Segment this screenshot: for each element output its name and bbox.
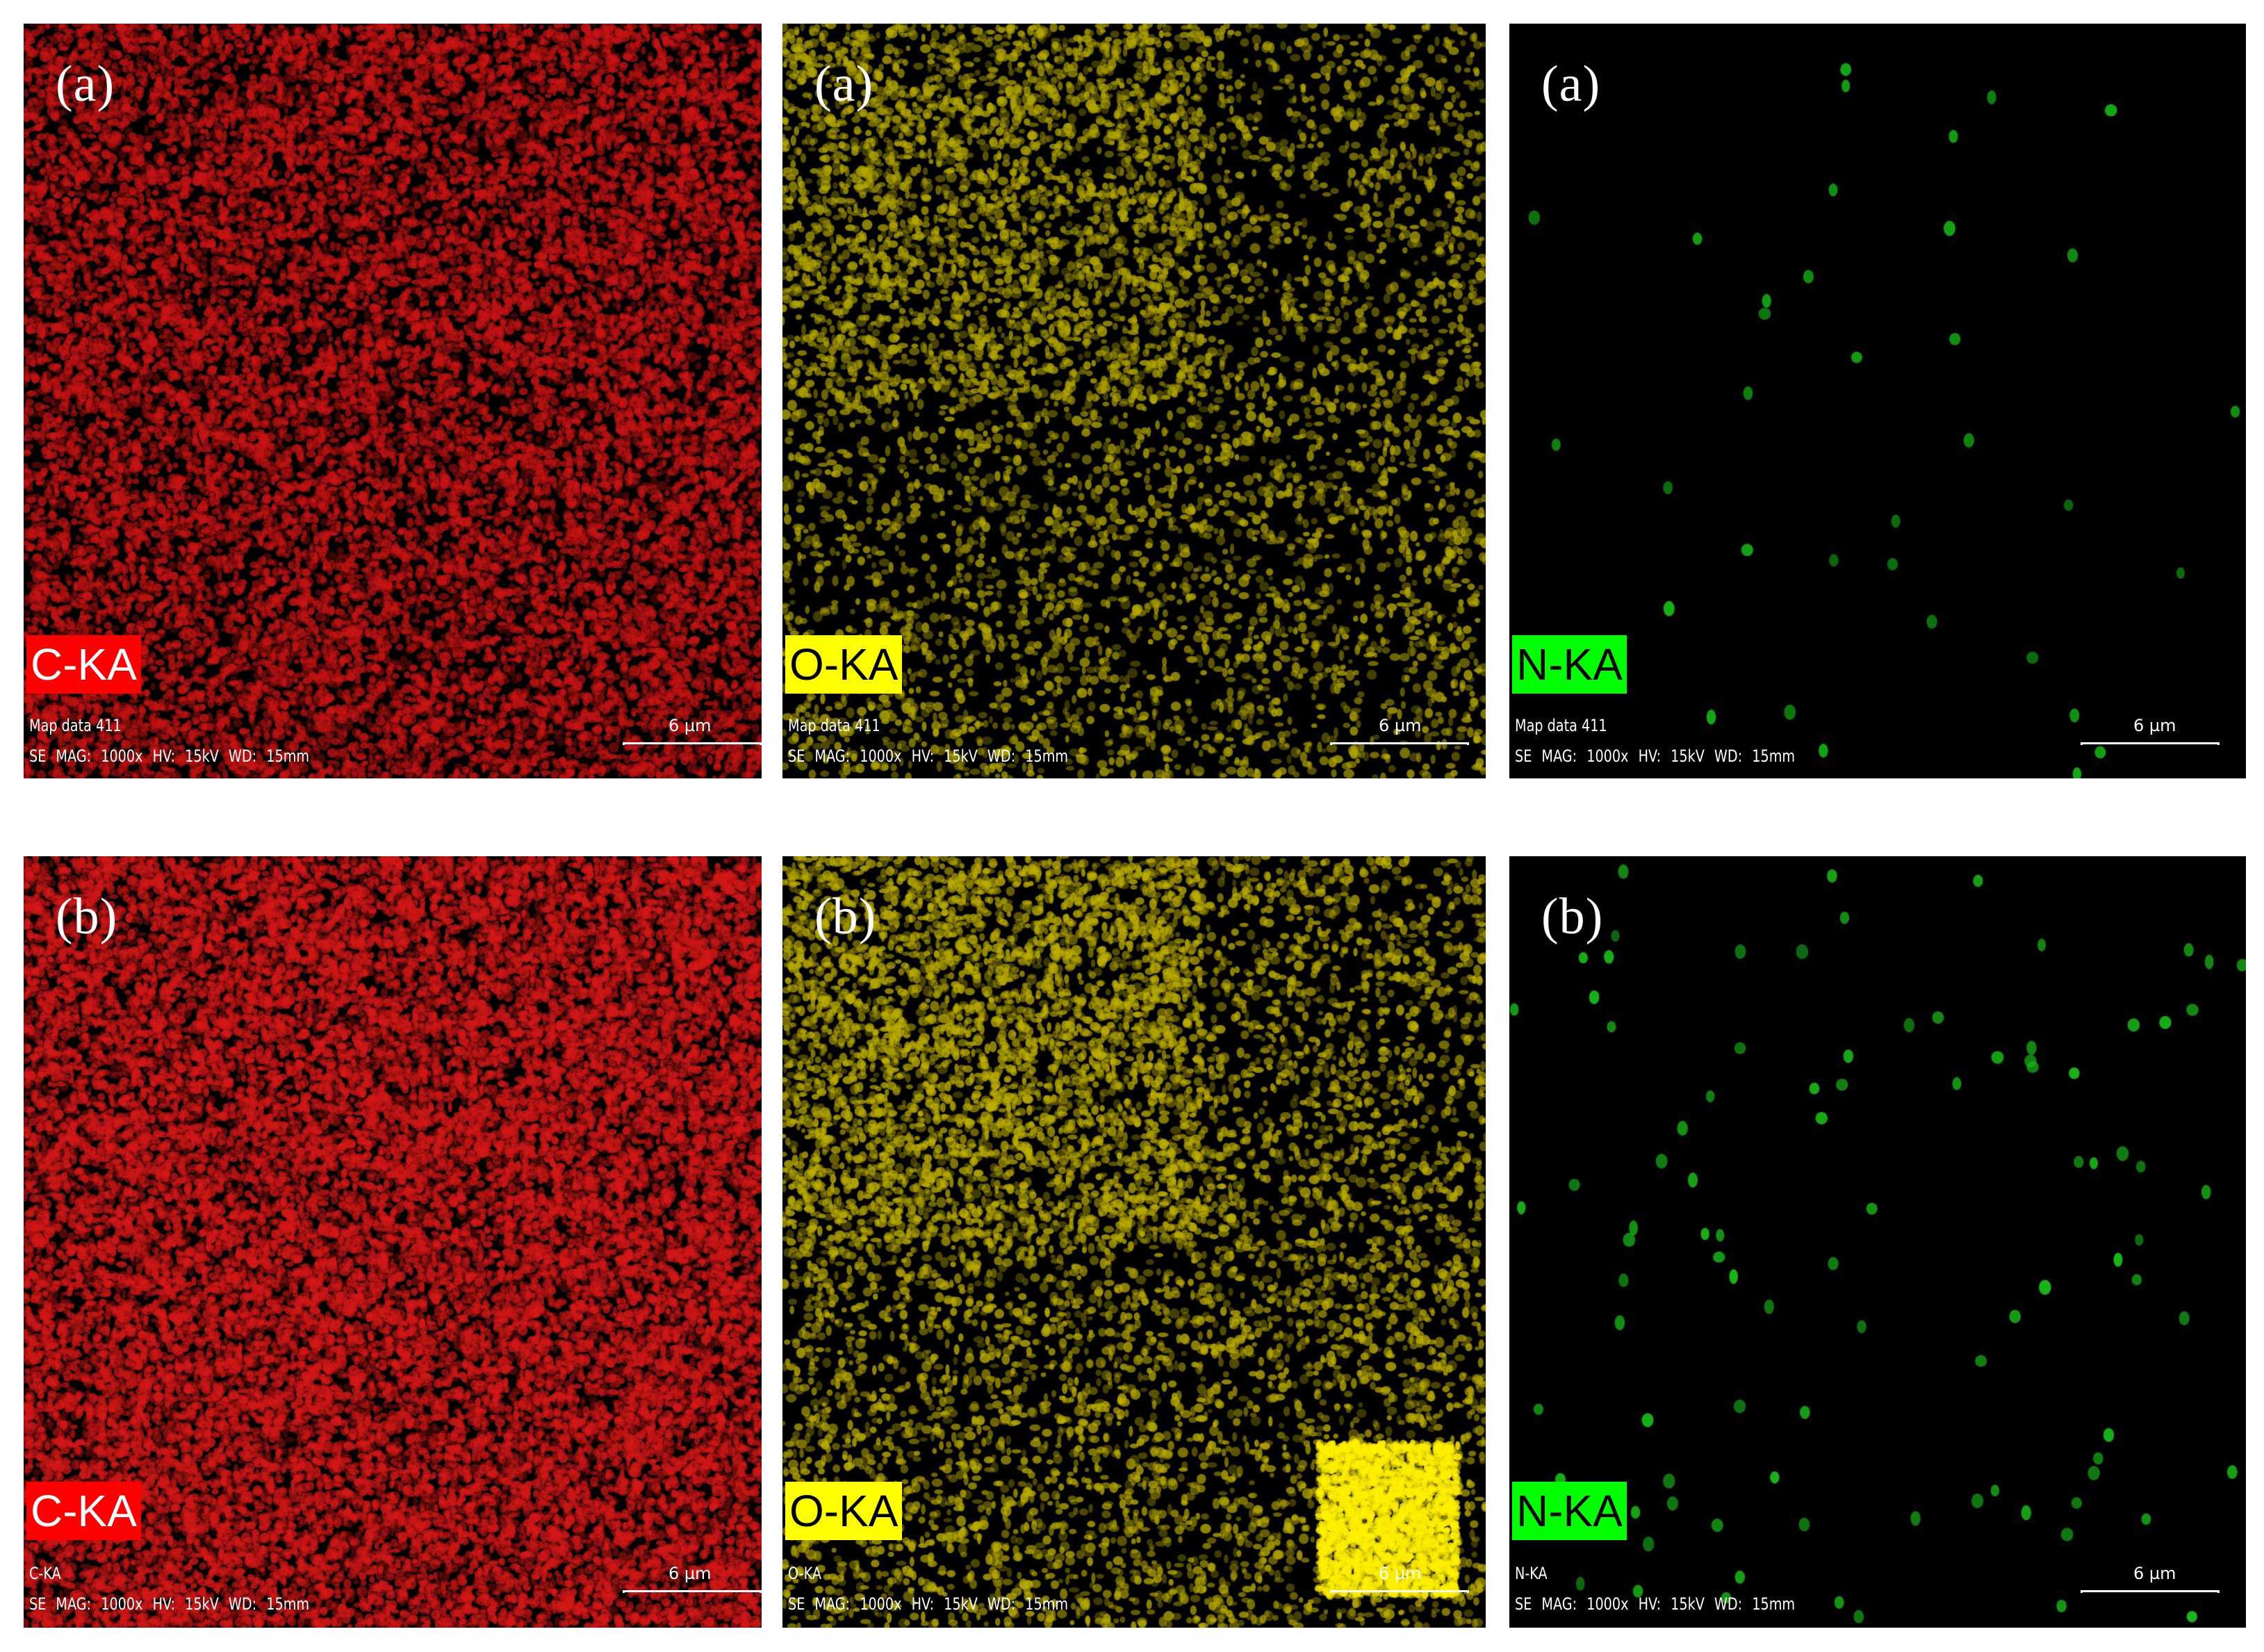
map-data-label: Map data 411: [1515, 716, 1607, 735]
scale-label: 6 µm: [668, 716, 712, 735]
eds-map-a-nitrogen: (a) N-KA Map data 411 SE MAG: 1000x HV: …: [1509, 24, 2246, 778]
element-tag: C-KA: [26, 635, 141, 694]
scale-label: 6 µm: [668, 1564, 712, 1583]
eds-map-b-nitrogen: (b) N-KA N-KA SE MAG: 1000x HV: 15kV WD:…: [1509, 856, 2246, 1628]
panel-label: (b): [56, 888, 118, 945]
scale-bar: [1330, 742, 1469, 745]
acquisition-info: SE MAG: 1000x HV: 15kV WD: 15mm: [788, 1594, 1069, 1614]
eds-map-b-oxygen: (b) O-KA O-KA SE MAG: 1000x HV: 15kV WD:…: [782, 856, 1486, 1628]
scale-bar: [1330, 1590, 1469, 1593]
acquisition-info: SE MAG: 1000x HV: 15kV WD: 15mm: [29, 1594, 310, 1614]
eds-map-a-oxygen: (a) O-KA Map data 411 SE MAG: 1000x HV: …: [782, 24, 1486, 778]
element-tag: O-KA: [785, 635, 903, 694]
scale-bar: [623, 1590, 762, 1593]
element-tag: N-KA: [1512, 1482, 1627, 1540]
eds-map-a-carbon: (a) C-KA Map data 411 SE MAG: 1000x HV: …: [24, 24, 762, 778]
panel-label: (a): [1541, 56, 1601, 113]
map-data-label: Map data 411: [788, 716, 880, 735]
map-data-label: N-KA: [1515, 1564, 1548, 1583]
panel-label: (a): [814, 56, 874, 113]
scale-bar: [623, 742, 762, 745]
panel-label: (a): [56, 56, 115, 113]
element-tag: N-KA: [1512, 635, 1627, 694]
scale-label: 6 µm: [2133, 716, 2176, 735]
element-tag: C-KA: [26, 1482, 141, 1540]
element-tag: O-KA: [785, 1482, 903, 1540]
scale-label: 6 µm: [1379, 1564, 1422, 1583]
scale-label: 6 µm: [2133, 1564, 2176, 1583]
scale-bar: [2081, 742, 2220, 745]
elemental-map-image: [1509, 24, 2246, 778]
scale-bar: [2081, 1590, 2220, 1593]
map-data-label: Map data 411: [29, 716, 122, 735]
elemental-map-image: [1509, 856, 2246, 1628]
eds-map-b-carbon: (b) C-KA C-KA SE MAG: 1000x HV: 15kV WD:…: [24, 856, 762, 1628]
acquisition-info: SE MAG: 1000x HV: 15kV WD: 15mm: [29, 746, 310, 766]
elemental-map-image: [24, 24, 762, 778]
acquisition-info: SE MAG: 1000x HV: 15kV WD: 15mm: [1515, 746, 1796, 766]
acquisition-info: SE MAG: 1000x HV: 15kV WD: 15mm: [1515, 1594, 1796, 1614]
map-data-label: O-KA: [788, 1564, 821, 1583]
map-data-label: C-KA: [29, 1564, 61, 1583]
elemental-map-image: [24, 856, 762, 1628]
panel-label: (b): [814, 888, 877, 945]
panel-label: (b): [1541, 888, 1604, 945]
acquisition-info: SE MAG: 1000x HV: 15kV WD: 15mm: [788, 746, 1069, 766]
scale-label: 6 µm: [1379, 716, 1422, 735]
